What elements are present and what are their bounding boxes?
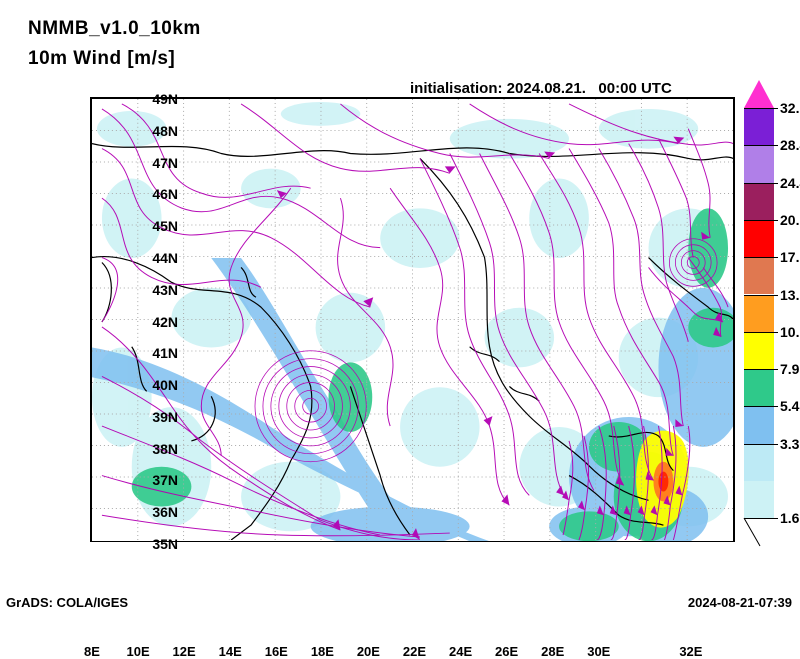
x-tick-12: 32E <box>676 644 706 659</box>
colorbar-label-10: 1.6 <box>780 510 799 526</box>
colorbar-band-3 <box>744 444 774 481</box>
y-tick-13: 36N <box>92 504 178 520</box>
title-block: NMMB_v1.0_10km 10m Wind [m/s] <box>28 14 201 74</box>
y-tick-4: 45N <box>92 218 178 234</box>
colorbar-label-6: 10.7 <box>780 324 800 340</box>
x-tick-11: 30E <box>584 644 614 659</box>
y-tick-9: 40N <box>92 377 178 393</box>
colorbar-band-32 <box>744 108 774 145</box>
colorbar-label-4: 17.1 <box>780 249 800 265</box>
colorbar-band-13 <box>744 295 774 332</box>
colorbar-band-20 <box>744 220 774 257</box>
header: NMMB_v1.0_10km 10m Wind [m/s] initialisa… <box>0 8 800 83</box>
colorbar-band-17 <box>744 257 774 294</box>
x-tick-7: 22E <box>400 644 430 659</box>
colorbar-band-1 <box>744 481 774 518</box>
source-label: GrADS: COLA/IGES <box>6 595 128 610</box>
y-tick-8: 41N <box>92 345 178 361</box>
colorbar-label-2: 24.4 <box>780 175 800 191</box>
x-tick-1: 10E <box>123 644 153 659</box>
colorbar-label-1: 28.4 <box>780 137 800 153</box>
y-tick-7: 42N <box>92 314 178 330</box>
y-tick-12: 37N <box>92 472 178 488</box>
y-tick-1: 48N <box>92 123 178 139</box>
colorbar-band-28 <box>744 145 774 182</box>
y-tick-3: 46N <box>92 186 178 202</box>
y-tick-0: 49N <box>92 91 178 107</box>
y-tick-5: 44N <box>92 250 178 266</box>
colorbar-label-9: 3.3 <box>780 436 799 452</box>
colorbar-label-8: 5.4 <box>780 398 799 414</box>
x-tick-5: 18E <box>307 644 337 659</box>
y-tick-10: 39N <box>92 409 178 425</box>
wind-streamlines <box>92 99 733 540</box>
x-tick-3: 14E <box>215 644 245 659</box>
x-tick-0: 8E <box>77 644 107 659</box>
x-tick-8: 24E <box>446 644 476 659</box>
x-tick-10: 28E <box>538 644 568 659</box>
colorbar-band-24 <box>744 183 774 220</box>
colorbar-band-5 <box>744 406 774 443</box>
colorbar-top-arrow <box>744 80 774 108</box>
x-tick-4: 16E <box>261 644 291 659</box>
colorbar-label-7: 7.9 <box>780 361 799 377</box>
colorbar[interactable]: 32.6 28.4 24.4 20.7 17.1 13.8 10.7 7.9 5… <box>744 108 774 518</box>
y-tick-2: 47N <box>92 155 178 171</box>
colorbar-band-10 <box>744 332 774 369</box>
x-tick-9: 26E <box>492 644 522 659</box>
y-tick-14: 35N <box>92 536 178 552</box>
x-tick-6: 20E <box>353 644 383 659</box>
colorbar-band-7 <box>744 369 774 406</box>
timestamp-label: 2024-08-21-07:39 <box>688 595 792 610</box>
colorbar-label-5: 13.8 <box>780 287 800 303</box>
x-tick-2: 12E <box>169 644 199 659</box>
wind-map-plot[interactable]: 49N 48N 47N 46N 45N 44N 43N 42N 41N 40N … <box>90 97 735 542</box>
colorbar-label-0: 32.6 <box>780 100 800 116</box>
model-title: NMMB_v1.0_10km <box>28 14 201 44</box>
variable-title: 10m Wind [m/s] <box>28 44 201 74</box>
y-tick-11: 38N <box>92 441 178 457</box>
colorbar-label-3: 20.7 <box>780 212 800 228</box>
y-tick-6: 43N <box>92 282 178 298</box>
